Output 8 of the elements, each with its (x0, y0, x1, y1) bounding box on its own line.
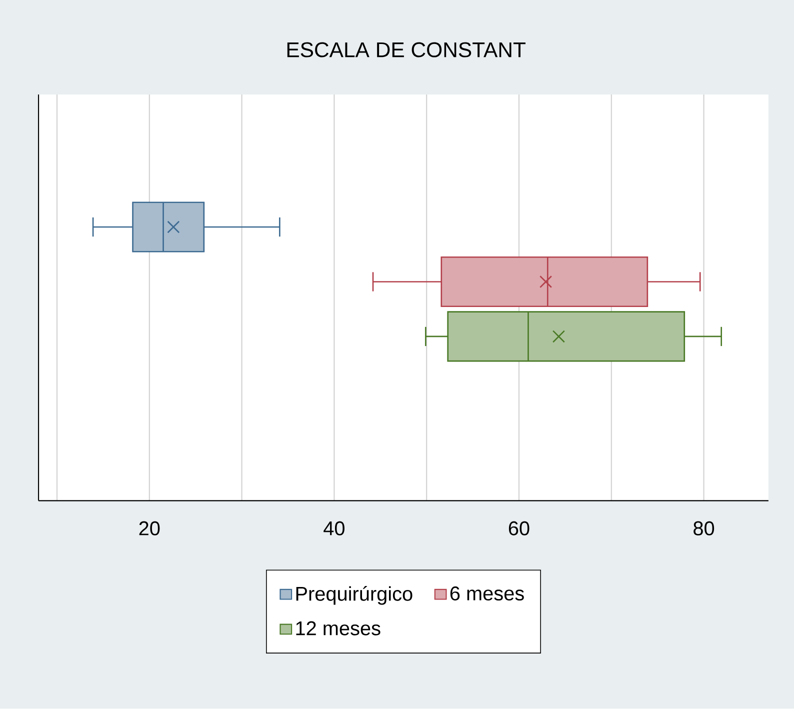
legend-label: Prequirúrgico (296, 586, 412, 605)
x-tick-label: 40 (324, 521, 344, 536)
x-tick-label: 80 (694, 521, 714, 536)
chart-title: ESCALA DE CONSTANT (287, 42, 526, 58)
x-tick-label: 60 (508, 521, 530, 536)
legend-label: 6 meses (450, 586, 524, 601)
legend-label: 12 meses (296, 621, 380, 636)
x-tick-label: 20 (139, 521, 160, 536)
